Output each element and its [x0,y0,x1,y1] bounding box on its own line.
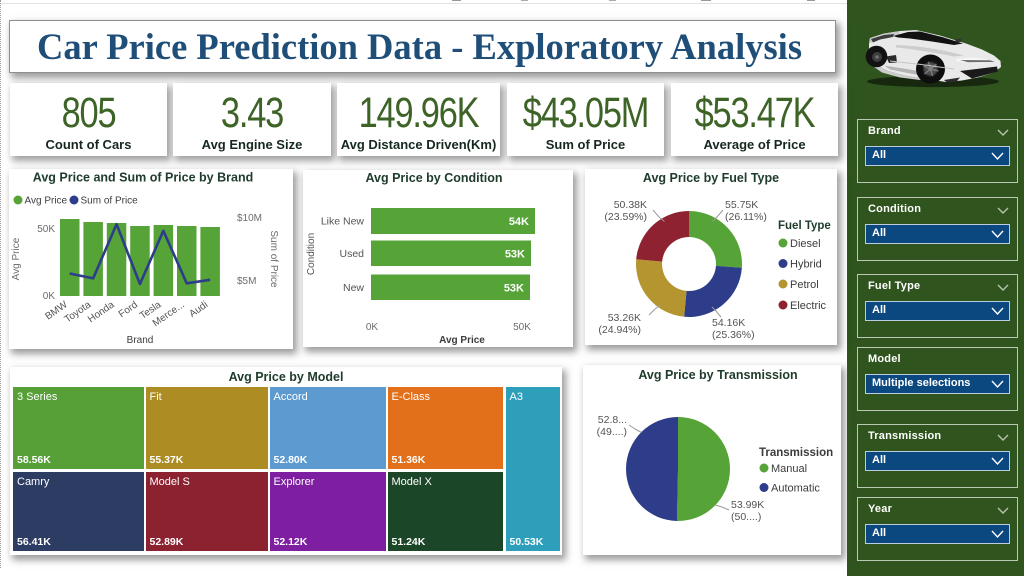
svg-text:Avg Price: Avg Price [25,196,68,207]
svg-text:Ford: Ford [117,299,140,320]
svg-text:Automatic: Automatic [771,483,820,495]
svg-text:(25.36%): (25.36%) [712,329,755,341]
svg-text:53K: 53K [504,283,524,295]
svg-text:Avg Price and Sum of Price by: Avg Price and Sum of Price by Brand [33,171,253,185]
svg-text:$10M: $10M [237,213,262,224]
svg-text:Avg Price by Transmission: Avg Price by Transmission [638,368,797,382]
svg-text:Hybrid: Hybrid [790,259,822,271]
svg-text:Fuel Type: Fuel Type [778,220,831,232]
svg-text:Used: Used [339,248,364,260]
svg-text:(24.94%): (24.94%) [598,324,641,336]
svg-text:Audi: Audi [187,299,210,319]
svg-text:Sum of Price: Sum of Price [268,230,279,288]
svg-text:Diesel: Diesel [790,238,821,250]
svg-text:Petrol: Petrol [790,279,819,291]
svg-text:50K: 50K [513,322,531,333]
svg-text:52.8...: 52.8... [598,414,627,426]
svg-text:Avg Price by Fuel Type: Avg Price by Fuel Type [643,171,779,185]
svg-text:Transmission: Transmission [759,447,833,459]
svg-text:0K: 0K [43,291,56,302]
svg-text:Sum of Price: Sum of Price [81,196,139,207]
svg-text:Condition: Condition [306,233,317,275]
svg-text:(50....): (50....) [731,511,761,523]
svg-text:Electric: Electric [790,300,827,312]
svg-text:53.26K: 53.26K [608,312,641,324]
svg-text:(49....): (49....) [597,426,627,438]
svg-text:Brand: Brand [127,335,154,346]
svg-text:New: New [343,282,364,294]
svg-text:(26.11%): (26.11%) [725,211,767,223]
svg-text:50.38K: 50.38K [614,199,647,211]
svg-text:Manual: Manual [771,463,807,475]
svg-text:Avg Price: Avg Price [439,335,485,346]
svg-text:54.16K: 54.16K [712,317,745,329]
svg-text:50K: 50K [37,224,55,235]
svg-text:55.75K: 55.75K [725,199,758,211]
svg-text:Avg Price by Condition: Avg Price by Condition [365,171,502,185]
svg-text:Avg Price: Avg Price [11,237,22,280]
svg-text:54K: 54K [509,216,529,228]
svg-text:(23.59%): (23.59%) [604,211,647,223]
svg-text:53K: 53K [505,249,525,261]
svg-text:0K: 0K [366,322,379,333]
svg-text:Honda: Honda [86,299,117,325]
svg-text:53.99K: 53.99K [731,499,764,511]
svg-text:Like New: Like New [321,216,365,228]
svg-text:$5M: $5M [237,276,256,287]
